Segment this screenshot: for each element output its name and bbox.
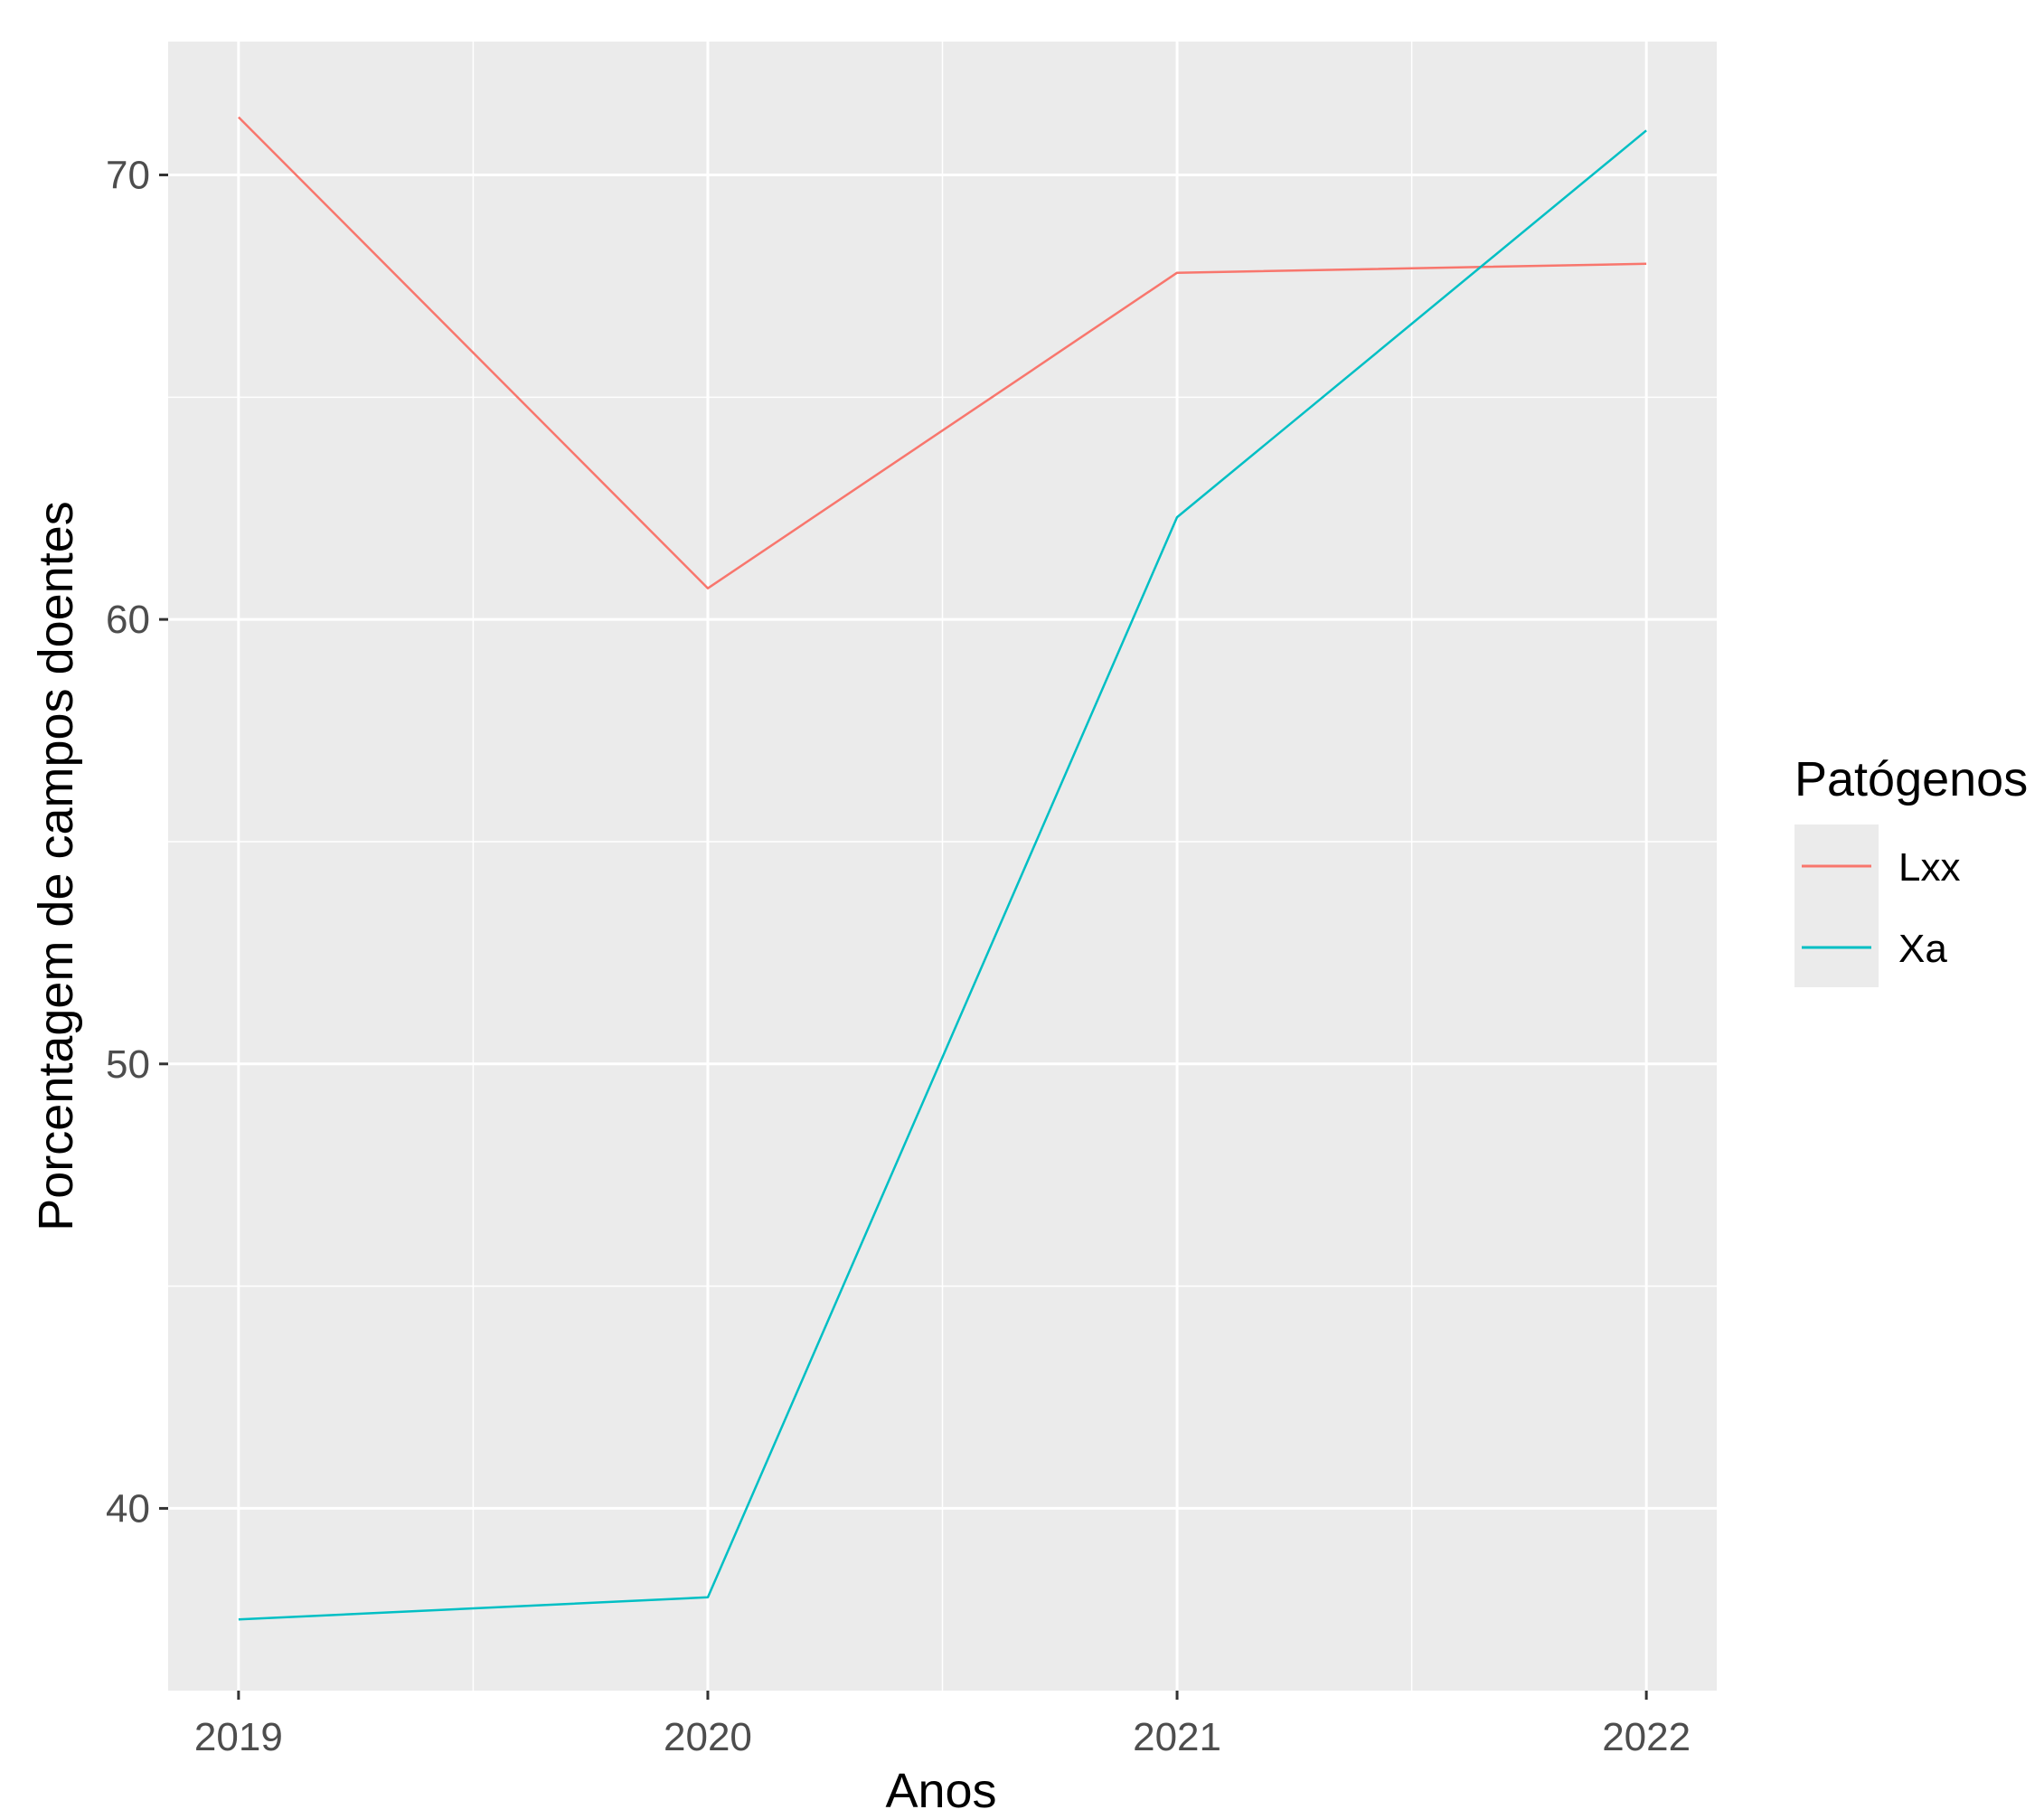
series-lines: [238, 116, 1647, 1621]
legend-key-background: [1794, 825, 1879, 987]
legend-title: Patógenos: [1794, 752, 2028, 806]
y-axis: 40 50 60 70: [106, 153, 168, 1531]
y-tick-label: 50: [106, 1042, 150, 1087]
x-tick-label: 2020: [664, 1715, 752, 1759]
legend-label-lxx: Lxx: [1898, 845, 1960, 890]
x-axis-title: Anos: [885, 1764, 996, 1818]
x-axis: 2019 2020 2021 2022: [194, 1691, 1691, 1759]
series-line-lxx: [238, 116, 1647, 589]
legend: Patógenos Lxx Xa: [1794, 752, 2028, 987]
x-tick-label: 2021: [1133, 1715, 1221, 1759]
x-tick-label: 2019: [194, 1715, 283, 1759]
minor-gridlines: [168, 42, 1717, 1691]
x-tick-label: 2022: [1602, 1715, 1691, 1759]
major-gridlines: [168, 42, 1717, 1691]
legend-items: Lxx Xa: [1802, 845, 1960, 971]
y-axis-title: Porcentagem de campos doentes: [29, 501, 83, 1231]
legend-label-xa: Xa: [1898, 927, 1947, 971]
y-tick-label: 70: [106, 153, 150, 197]
series-line-xa: [238, 129, 1647, 1621]
y-tick-label: 60: [106, 598, 150, 642]
y-tick-label: 40: [106, 1486, 150, 1531]
